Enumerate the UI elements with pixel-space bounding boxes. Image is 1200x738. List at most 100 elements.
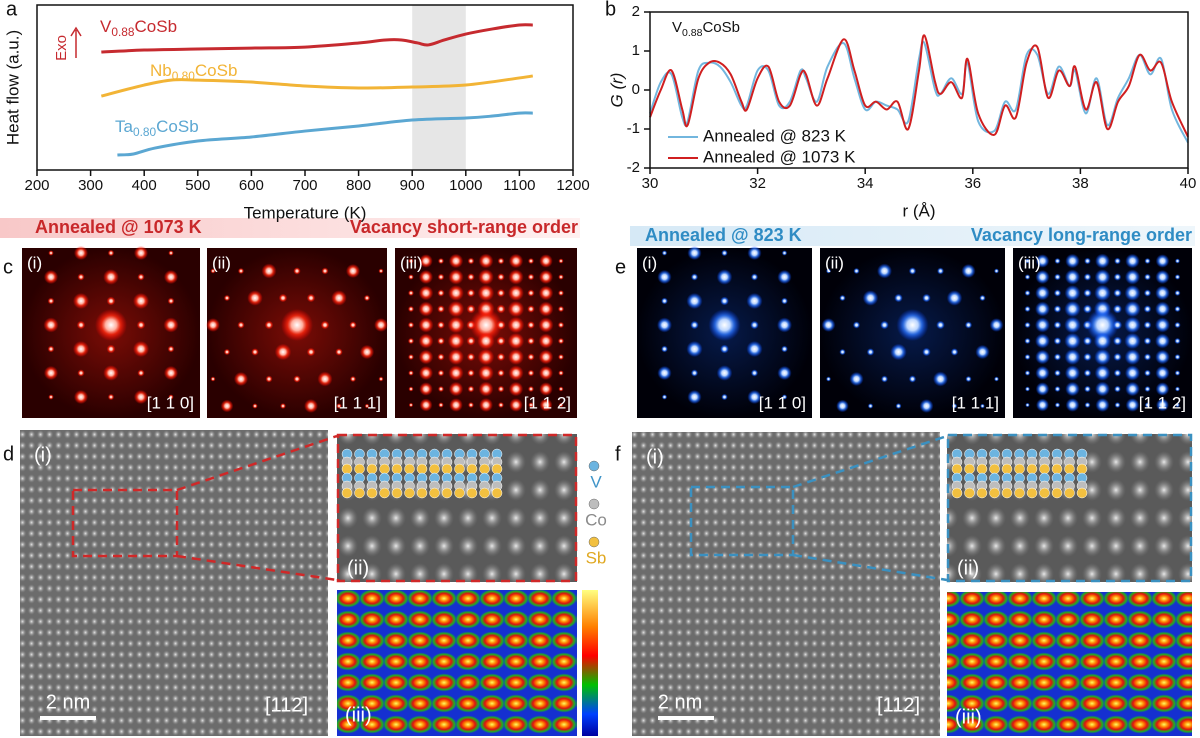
diffraction-spot	[1083, 352, 1092, 362]
diffraction-spot	[467, 273, 475, 281]
image-label: (iii)	[400, 253, 423, 272]
atom	[441, 463, 453, 475]
diffraction-spot	[1144, 257, 1151, 265]
image-label: (iii)	[955, 706, 982, 728]
diffraction-spot	[331, 290, 347, 306]
diffraction-spot	[781, 297, 788, 305]
diffraction-spot	[137, 273, 145, 281]
header: Vacancy short-range order	[350, 217, 578, 237]
diffraction-spot	[721, 393, 728, 401]
x-tick-label: 1000	[449, 177, 482, 194]
diffraction-spot	[1174, 321, 1181, 329]
diffraction-spot	[1155, 269, 1170, 285]
diffraction-spot	[77, 273, 85, 281]
y-tick-label: 2	[632, 3, 640, 20]
diffraction-spot	[527, 353, 535, 361]
diffraction-spot	[894, 293, 903, 303]
image-label: (iii)	[1018, 253, 1041, 272]
y-tick-label: -2	[627, 159, 640, 176]
diffraction-spot	[437, 369, 445, 377]
diffraction-spot	[466, 288, 476, 298]
x-tick-label: 300	[78, 177, 103, 194]
y-tick-label: 0	[632, 81, 640, 98]
diffraction-spot	[1064, 316, 1081, 334]
x-tick-label: 700	[292, 177, 317, 194]
diffraction-spot	[1036, 398, 1049, 412]
hrtem-image	[632, 432, 940, 736]
diffraction-spot	[293, 375, 301, 383]
x-tick-label: 32	[749, 175, 766, 192]
diffraction-spot	[1053, 353, 1062, 361]
diffraction-spot	[73, 389, 89, 405]
diffraction-spot	[720, 344, 729, 354]
diffraction-spot	[448, 285, 464, 301]
atom	[379, 463, 390, 475]
atom	[1001, 487, 1013, 499]
diffraction-spot	[852, 321, 861, 329]
diffraction-spot	[1025, 402, 1030, 408]
diffraction-spot	[247, 290, 263, 306]
diffraction-spot	[437, 353, 445, 361]
atom	[354, 487, 365, 499]
chart-title: V0.88CoSb	[672, 19, 740, 39]
image-label: (iii)	[345, 704, 372, 726]
panel-letter: c	[3, 256, 13, 278]
x-axis-label: r (Å)	[902, 201, 935, 220]
diffraction-spot	[478, 381, 494, 397]
diffraction-spot	[721, 249, 728, 257]
diffraction-spot	[1094, 284, 1111, 302]
diffraction-spot	[72, 340, 90, 358]
diffraction-spot	[1024, 386, 1031, 392]
diffraction-spot	[527, 273, 535, 281]
atom	[341, 487, 353, 499]
zone-axis: [1 1 2]	[1139, 393, 1186, 412]
diffraction-spot	[349, 321, 357, 329]
diffraction-spot	[993, 268, 1000, 274]
diffraction-spot	[237, 321, 245, 329]
plot-frame	[649, 11, 1189, 169]
diffraction-spot	[690, 273, 699, 281]
diffraction-spot	[557, 337, 565, 345]
diffraction-spot	[447, 300, 465, 318]
diffraction-spot	[1035, 349, 1050, 365]
diffraction-spot	[1125, 398, 1140, 412]
diffraction-spot	[538, 333, 554, 349]
diffraction-spot	[1035, 317, 1050, 333]
diffraction-spot	[378, 268, 384, 274]
diffraction-spot	[922, 293, 931, 303]
diffraction-spot	[1143, 289, 1152, 297]
diffraction-spot	[558, 386, 564, 392]
diffraction-spot	[1064, 285, 1081, 301]
diffraction-spot	[72, 292, 90, 310]
diffraction-spot	[508, 253, 524, 269]
panel-letter: b	[605, 0, 616, 20]
atom	[1026, 487, 1038, 499]
diffraction-spot	[132, 340, 150, 358]
diffraction-spot	[867, 403, 874, 409]
atom	[366, 463, 378, 475]
diffraction-spot	[374, 318, 388, 332]
diffraction-spot	[1054, 273, 1061, 281]
atom	[1039, 487, 1050, 499]
diffraction-spot	[1174, 386, 1181, 392]
diffraction-spot	[1094, 348, 1111, 366]
diffraction-spot	[408, 386, 414, 392]
diffraction-spot	[1125, 253, 1140, 269]
diffraction-spot	[1155, 365, 1170, 381]
diffraction-spot	[558, 402, 564, 408]
diffraction-spot	[306, 293, 316, 303]
legend-label: Sb	[586, 548, 607, 567]
atom	[391, 487, 403, 499]
diffraction-spot	[880, 320, 889, 330]
diffraction-spot	[467, 257, 475, 265]
diffraction-spot	[527, 337, 535, 345]
diffraction-spot	[408, 354, 414, 360]
diffraction-spot	[497, 273, 505, 281]
diffraction-spot	[980, 403, 985, 409]
series-label: Nb0.80CoSb	[150, 61, 237, 83]
diffraction-spot	[1112, 320, 1123, 330]
diffraction-spot	[1083, 369, 1092, 377]
diffraction-spot	[538, 365, 554, 381]
diffraction-spot	[261, 263, 277, 279]
diffraction-spot	[821, 318, 836, 332]
